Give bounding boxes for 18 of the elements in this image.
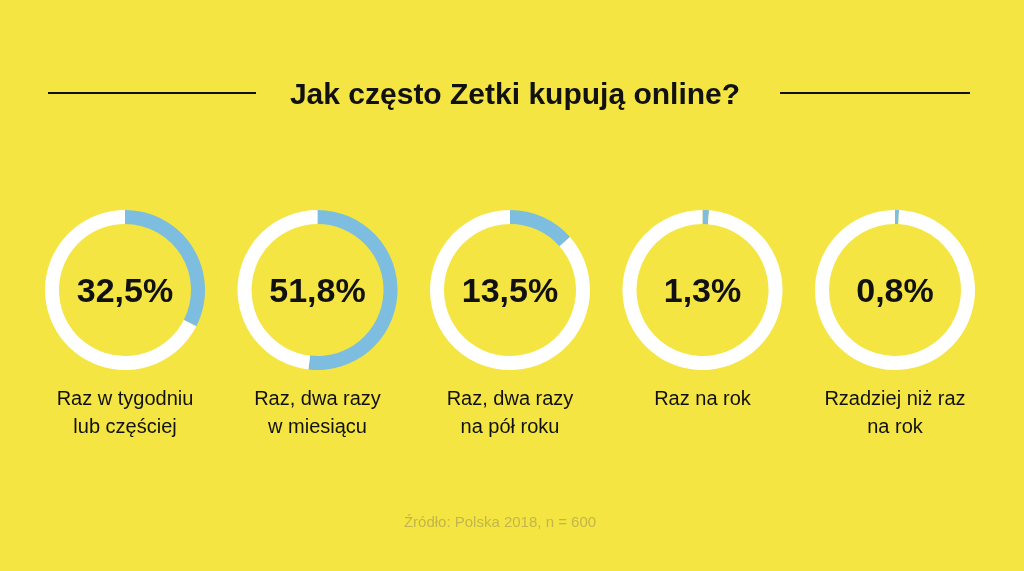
text: 13,5% xyxy=(461,271,559,309)
donut-slice xyxy=(430,210,590,370)
donut-slice xyxy=(895,210,900,225)
donut-slice xyxy=(45,210,197,370)
text: Raz, dwa razy na pół roku xyxy=(446,387,574,437)
text: Raz w tygodniu lub częściej xyxy=(56,387,194,437)
text: Raz, dwa razy w miesiącu xyxy=(254,387,381,437)
text: 32,5% xyxy=(76,271,174,309)
text: Raz na rok xyxy=(654,387,752,409)
text: 51,8% xyxy=(269,271,366,309)
donut-slice xyxy=(702,210,710,225)
text: Jak często Zetki kupują online? xyxy=(289,77,741,110)
text: 0,8% xyxy=(856,271,934,309)
text: Rzadziej niż raz na rok xyxy=(824,387,966,437)
donut-slice xyxy=(815,210,975,370)
donut-slice xyxy=(510,210,571,247)
text: 1,3% xyxy=(663,271,742,309)
donut-slice xyxy=(622,210,783,370)
